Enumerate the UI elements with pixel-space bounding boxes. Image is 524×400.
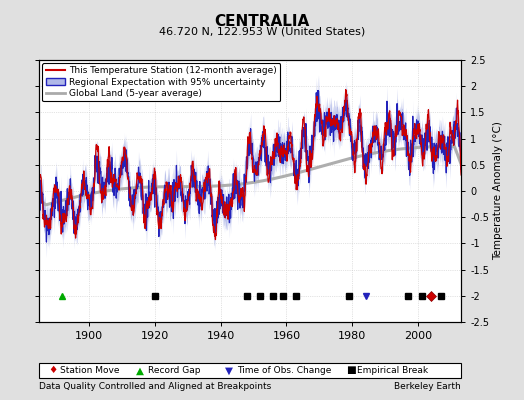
Text: ■: ■ [346,366,356,375]
Text: Time of Obs. Change: Time of Obs. Change [237,366,331,375]
Legend: This Temperature Station (12-month average), Regional Expectation with 95% uncer: This Temperature Station (12-month avera… [42,63,280,102]
Text: Berkeley Earth: Berkeley Earth [395,382,461,391]
Text: CENTRALIA: CENTRALIA [214,14,310,29]
Y-axis label: Temperature Anomaly (°C): Temperature Anomaly (°C) [493,122,504,260]
Text: ▲: ▲ [136,366,144,375]
Text: Data Quality Controlled and Aligned at Breakpoints: Data Quality Controlled and Aligned at B… [39,382,271,391]
Text: ♦: ♦ [49,366,58,375]
Text: 46.720 N, 122.953 W (United States): 46.720 N, 122.953 W (United States) [159,26,365,36]
Text: Station Move: Station Move [60,366,120,375]
Text: Empirical Break: Empirical Break [357,366,429,375]
Text: Record Gap: Record Gap [148,366,200,375]
Text: ▼: ▼ [225,366,233,375]
